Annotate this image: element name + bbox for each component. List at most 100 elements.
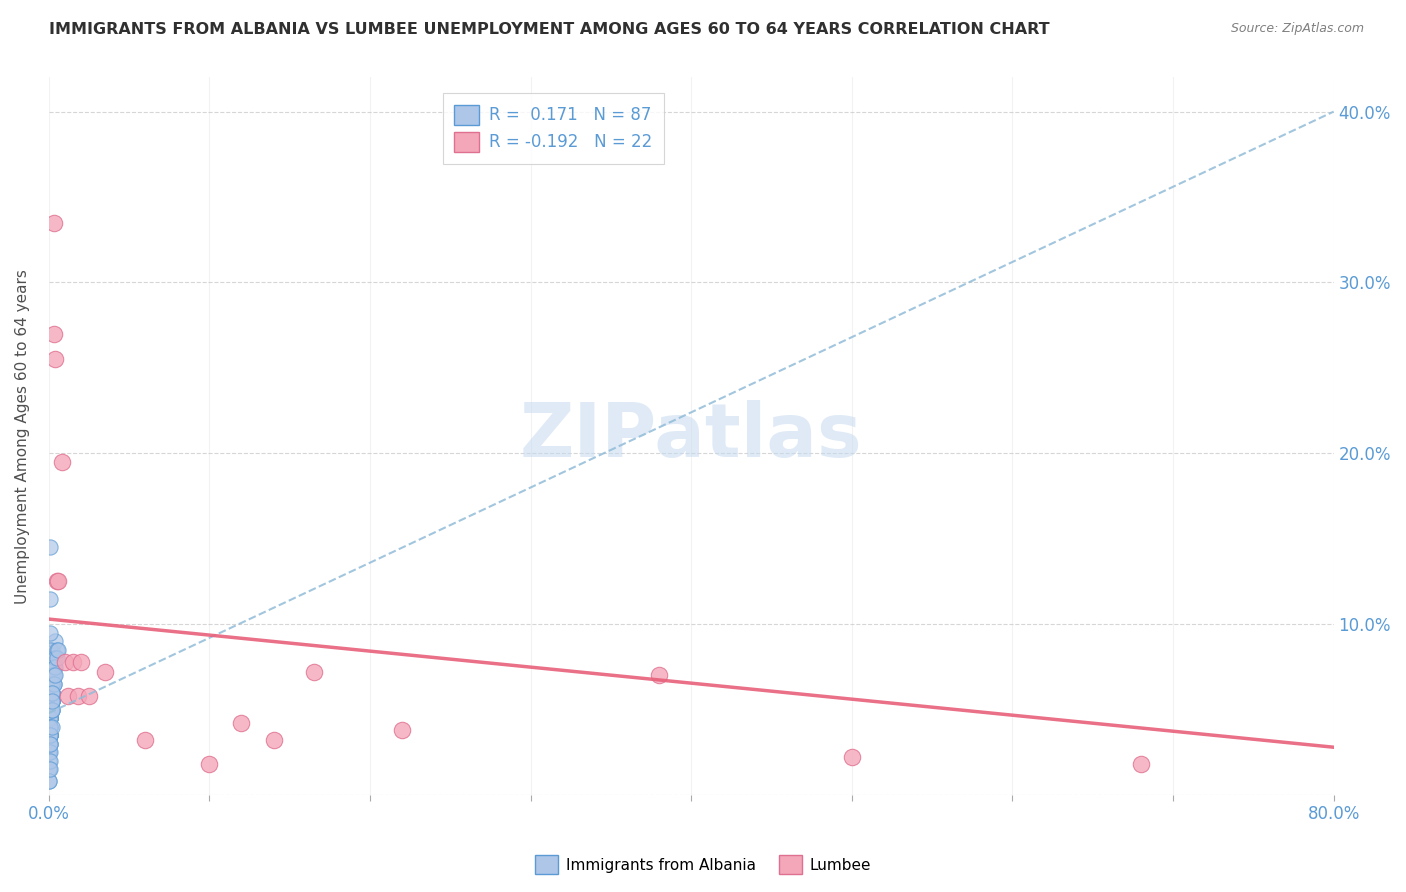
Point [41,685,63,699]
Point [39,720,62,734]
Point [41,668,63,682]
Point [41,677,63,691]
Point [39,685,62,699]
Point [38,625,60,640]
Point [39,703,62,717]
Point [94,665,117,679]
Point [841,750,863,764]
Point [41,668,63,682]
Point [41,694,63,708]
Point [41,703,63,717]
Point [42,651,65,665]
Point [45,574,67,589]
Point [39,728,62,742]
Point [41,643,63,657]
Point [39,703,62,717]
Point [42,677,65,691]
Point [38,728,60,742]
Point [41,694,63,708]
Point [39,711,62,725]
Point [134,733,156,747]
Point [44,660,66,674]
Point [44,634,66,648]
Text: ZIPatlas: ZIPatlas [520,400,862,473]
Point [38,728,60,742]
Point [77,689,100,703]
Point [41,703,63,717]
Point [41,685,63,699]
Point [39,703,62,717]
Y-axis label: Unemployment Among Ages 60 to 64 years: Unemployment Among Ages 60 to 64 years [15,268,30,604]
Legend: R =  0.171   N = 87, R = -0.192   N = 22: R = 0.171 N = 87, R = -0.192 N = 22 [443,93,664,163]
Point [39,711,62,725]
Point [41,694,63,708]
Text: IMMIGRANTS FROM ALBANIA VS LUMBEE UNEMPLOYMENT AMONG AGES 60 TO 64 YEARS CORRELA: IMMIGRANTS FROM ALBANIA VS LUMBEE UNEMPL… [49,22,1050,37]
Point [38,728,60,742]
Point [39,668,62,682]
Point [39,703,62,717]
Point [42,677,65,691]
Point [231,716,253,731]
Point [42,668,65,682]
Point [39,745,62,759]
Point [41,694,63,708]
Point [39,728,62,742]
Text: Source: ZipAtlas.com: Source: ZipAtlas.com [1230,22,1364,36]
Point [42,216,65,230]
Point [39,711,62,725]
Point [39,703,62,717]
Point [44,651,66,665]
Point [39,720,62,734]
Point [53,655,76,669]
Point [44,352,66,367]
Point [41,685,63,699]
Point [38,754,60,768]
Point [41,720,63,734]
Point [39,754,62,768]
Point [70,655,93,669]
Point [45,651,67,665]
Point [39,660,62,674]
Point [56,689,79,703]
Point [39,763,62,777]
Point [39,643,62,657]
Point [42,660,65,674]
Point [39,677,62,691]
Point [38,745,60,759]
Point [39,728,62,742]
Point [41,685,63,699]
Point [39,591,62,606]
Point [39,720,62,734]
Point [41,694,63,708]
Point [41,651,63,665]
Point [41,685,63,699]
Point [39,694,62,708]
Point [51,455,73,469]
Point [1129,757,1152,772]
Point [48,643,70,657]
Point [42,326,65,341]
Point [41,685,63,699]
Legend: Immigrants from Albania, Lumbee: Immigrants from Albania, Lumbee [529,849,877,880]
Point [648,668,671,682]
Point [41,660,63,674]
Point [66,689,89,703]
Point [39,677,62,691]
Point [39,728,62,742]
Point [39,677,62,691]
Point [45,643,67,657]
Point [39,677,62,691]
Point [38,774,60,789]
Point [38,745,60,759]
Point [41,677,63,691]
Point [38,737,60,751]
Point [263,733,285,747]
Point [41,694,63,708]
Point [39,737,62,751]
Point [198,757,221,772]
Point [39,737,62,751]
Point [39,728,62,742]
Point [38,711,60,725]
Point [42,660,65,674]
Point [38,763,60,777]
